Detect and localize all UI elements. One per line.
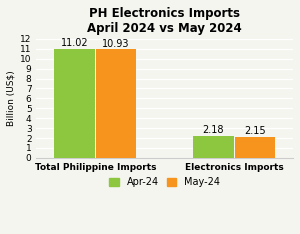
Bar — [54, 49, 95, 158]
Bar — [235, 137, 275, 158]
Bar — [96, 50, 136, 158]
Legend: Apr-24, May-24: Apr-24, May-24 — [105, 173, 224, 191]
Text: 10.93: 10.93 — [102, 39, 130, 48]
Text: 2.18: 2.18 — [203, 125, 224, 135]
Title: PH Electronics Imports
April 2024 vs May 2024: PH Electronics Imports April 2024 vs May… — [87, 7, 242, 35]
Y-axis label: Billion (US$): Billion (US$) — [7, 70, 16, 126]
Text: 2.15: 2.15 — [244, 126, 266, 135]
Text: 11.02: 11.02 — [61, 38, 88, 48]
Bar — [193, 136, 234, 158]
